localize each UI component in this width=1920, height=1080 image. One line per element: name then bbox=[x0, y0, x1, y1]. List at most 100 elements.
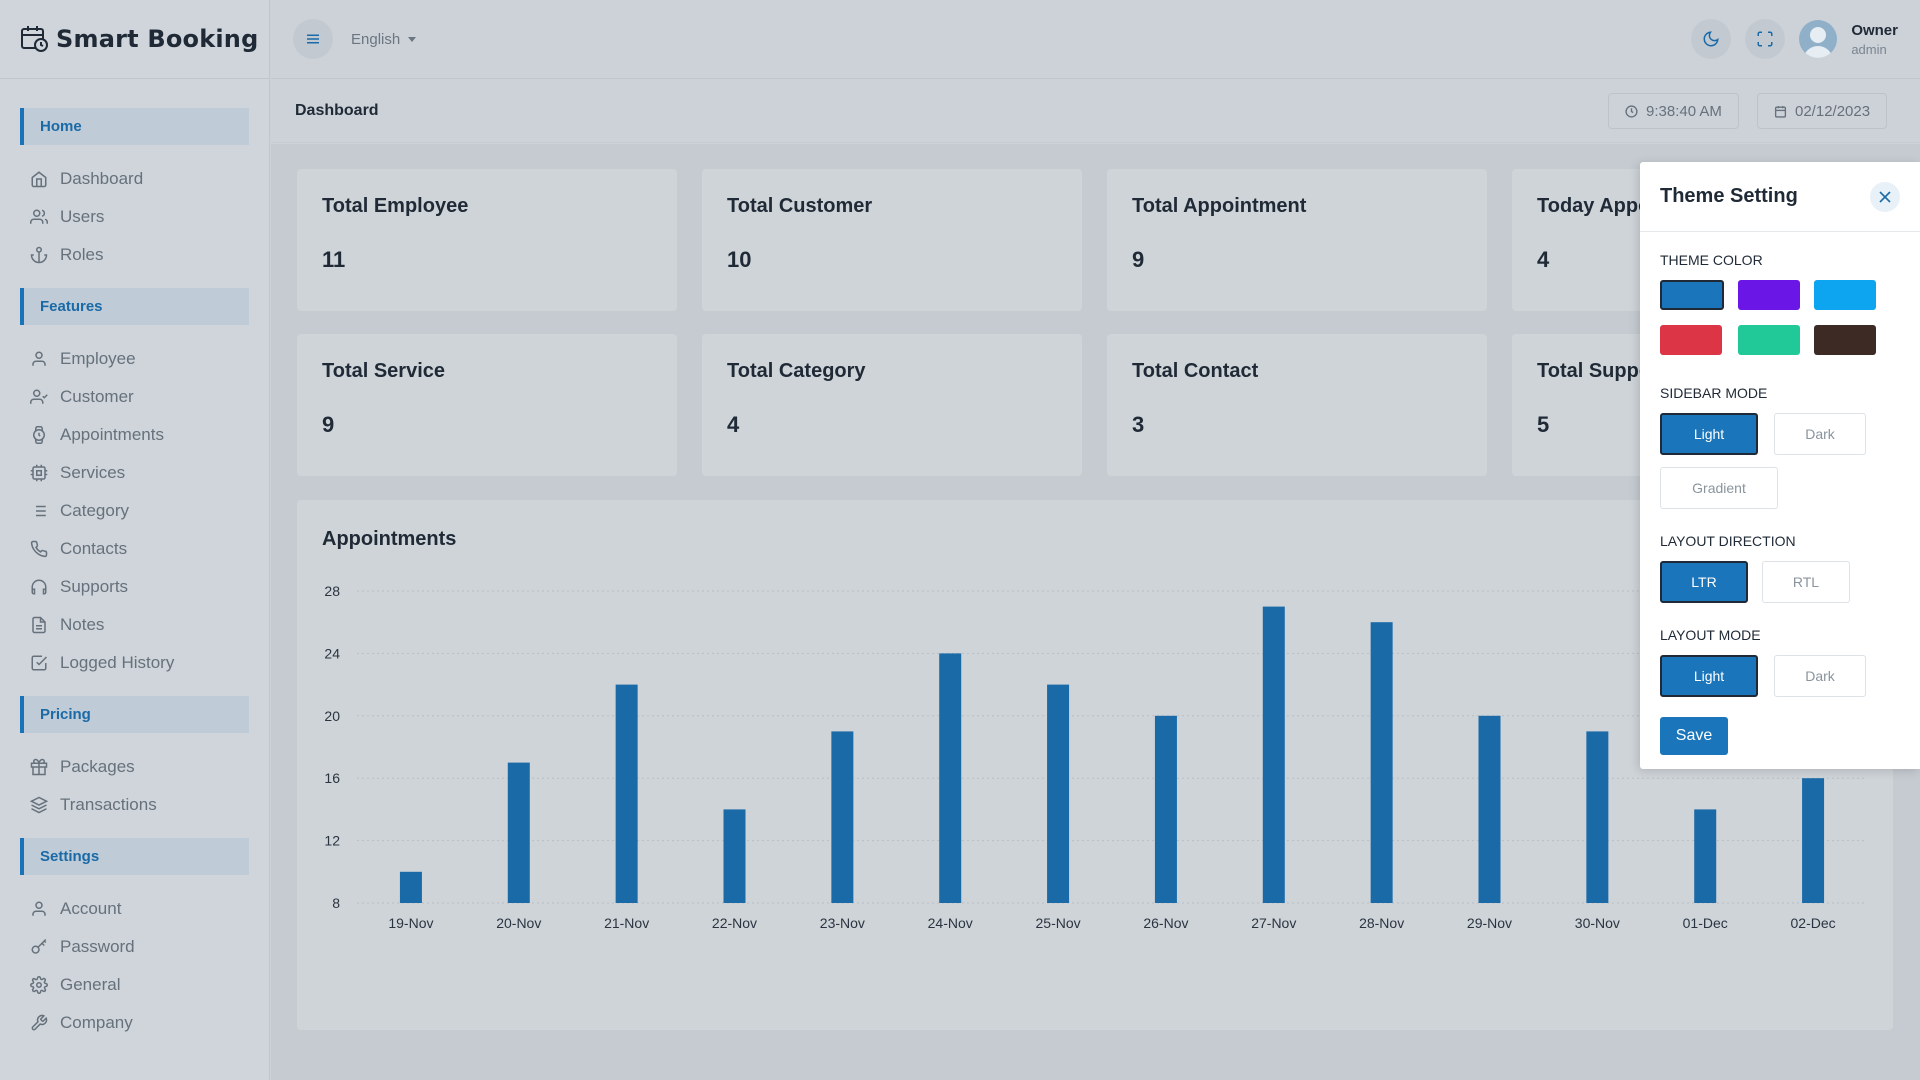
date-display: 02/12/2023 bbox=[1757, 93, 1888, 129]
sidebar-item-label: Transactions bbox=[60, 795, 157, 814]
sidebar-item-password[interactable]: Password bbox=[20, 928, 249, 966]
color-swatch[interactable] bbox=[1814, 280, 1876, 310]
x-tick-label: 25-Nov bbox=[1036, 915, 1081, 931]
sidebar-item-label: Category bbox=[60, 501, 129, 520]
sidebar-item-contacts[interactable]: Contacts bbox=[20, 530, 249, 568]
sidebar-item-services[interactable]: Services bbox=[20, 454, 249, 492]
layout-direction-label: LAYOUT DIRECTION bbox=[1660, 533, 1796, 549]
sidebar-item-general[interactable]: General bbox=[20, 966, 249, 1004]
bar[interactable] bbox=[1262, 606, 1285, 903]
bar[interactable] bbox=[1370, 622, 1393, 903]
stat-card: Total Employee 11 bbox=[297, 169, 677, 311]
sidebar-item-logged-history[interactable]: Logged History bbox=[20, 644, 249, 682]
sidebar-item-label: General bbox=[60, 975, 121, 994]
dark-mode-button[interactable] bbox=[1691, 19, 1732, 59]
layout-mode-label: LAYOUT MODE bbox=[1660, 627, 1761, 643]
sidebar-item-appointments[interactable]: Appointments bbox=[20, 416, 249, 454]
stat-value: 3 bbox=[1132, 412, 1145, 437]
stat-card: Total Customer 10 bbox=[702, 169, 1082, 311]
sidebar-item-label: Password bbox=[60, 937, 135, 956]
direction-ltr-button[interactable]: LTR bbox=[1660, 561, 1748, 603]
sidebar-item-transactions[interactable]: Transactions bbox=[20, 786, 249, 824]
bar[interactable] bbox=[399, 871, 422, 903]
avatar[interactable] bbox=[1799, 20, 1838, 58]
page-header: Dashboard 9:38:40 AM 02/12/2023 bbox=[271, 80, 1920, 143]
color-swatch[interactable] bbox=[1660, 280, 1724, 310]
sidebar-item-category[interactable]: Category bbox=[20, 492, 249, 530]
user-menu[interactable]: Owner admin bbox=[1851, 22, 1898, 57]
stat-title: Total Contact bbox=[1132, 360, 1259, 382]
bar[interactable] bbox=[1694, 809, 1717, 903]
sidebar-mode-gradient-button[interactable]: Gradient bbox=[1660, 467, 1778, 509]
sidebar-item-label: Account bbox=[60, 899, 122, 918]
bar[interactable] bbox=[1586, 731, 1609, 903]
language-select[interactable]: English bbox=[351, 31, 417, 48]
tool-icon bbox=[31, 1014, 48, 1031]
sidebar-item-account[interactable]: Account bbox=[20, 890, 249, 928]
sidebar-item-label: Logged History bbox=[60, 653, 175, 672]
sidebar-item-label: Packages bbox=[60, 757, 135, 776]
calendar-clock-icon bbox=[20, 24, 50, 54]
sidebar-item-label: Contacts bbox=[60, 539, 128, 558]
sidebar-item-dashboard[interactable]: Dashboard bbox=[20, 160, 249, 198]
x-tick-label: 27-Nov bbox=[1251, 915, 1296, 931]
x-tick-label: 28-Nov bbox=[1359, 915, 1404, 931]
users-icon bbox=[30, 209, 48, 224]
stat-card: Total Contact 3 bbox=[1107, 334, 1487, 476]
sidebar-item-notes[interactable]: Notes bbox=[20, 606, 249, 644]
sidebar-item-employee[interactable]: Employee bbox=[20, 340, 249, 378]
y-tick-label: 28 bbox=[324, 583, 340, 599]
color-swatch[interactable] bbox=[1660, 325, 1722, 355]
color-swatch[interactable] bbox=[1738, 325, 1800, 355]
stat-value: 9 bbox=[322, 412, 335, 437]
save-button[interactable]: Save bbox=[1660, 717, 1728, 755]
x-tick-label: 02-Dec bbox=[1791, 915, 1836, 931]
bar[interactable] bbox=[723, 809, 746, 903]
clock-icon bbox=[1625, 104, 1638, 118]
close-panel-button[interactable] bbox=[1870, 181, 1900, 212]
bar[interactable] bbox=[939, 653, 962, 903]
section-settings: Settings bbox=[20, 838, 249, 875]
brand[interactable]: Smart Booking bbox=[0, 0, 269, 79]
x-tick-label: 01-Dec bbox=[1683, 915, 1728, 931]
sidebar-item-packages[interactable]: Packages bbox=[20, 748, 249, 786]
sidebar-item-roles[interactable]: Roles bbox=[20, 236, 249, 274]
color-swatch[interactable] bbox=[1814, 325, 1876, 355]
time-value: 9:38:40 AM bbox=[1646, 102, 1722, 120]
stat-value: 5 bbox=[1537, 412, 1550, 437]
layout-mode-dark-button[interactable]: Dark bbox=[1774, 655, 1866, 697]
section-home: Home bbox=[20, 108, 249, 145]
layout-mode-light-button[interactable]: Light bbox=[1660, 655, 1758, 697]
direction-rtl-button[interactable]: RTL bbox=[1762, 561, 1850, 603]
bar[interactable] bbox=[615, 684, 638, 903]
chart-title: Appointments bbox=[322, 528, 457, 550]
x-tick-label: 22-Nov bbox=[712, 915, 757, 931]
bar[interactable] bbox=[1802, 778, 1825, 903]
sidebar-mode-dark-button[interactable]: Dark bbox=[1774, 413, 1866, 455]
sidebar-item-label: Users bbox=[60, 207, 105, 226]
sidebar-item-users[interactable]: Users bbox=[20, 198, 249, 236]
sidebar-item-customer[interactable]: Customer bbox=[20, 378, 249, 416]
x-tick-label: 26-Nov bbox=[1143, 915, 1188, 931]
sidebar-item-supports[interactable]: Supports bbox=[20, 568, 249, 606]
sidebar-item-label: Company bbox=[60, 1013, 133, 1032]
menu-icon bbox=[307, 34, 319, 44]
theme-setting-panel: Theme Setting THEME COLOR SIDEBAR MODE L… bbox=[1640, 162, 1920, 769]
bar[interactable] bbox=[1047, 684, 1070, 903]
headphones-icon bbox=[31, 579, 47, 595]
bar[interactable] bbox=[1154, 715, 1177, 903]
stat-value: 11 bbox=[322, 247, 346, 272]
menu-toggle-button[interactable] bbox=[293, 19, 333, 59]
y-tick-label: 20 bbox=[324, 708, 340, 724]
bar[interactable] bbox=[831, 731, 854, 903]
section-pricing: Pricing bbox=[20, 696, 249, 733]
brand-name: Smart Booking bbox=[56, 25, 259, 53]
fullscreen-button[interactable] bbox=[1745, 19, 1786, 59]
bar[interactable] bbox=[1478, 715, 1501, 903]
layers-icon bbox=[30, 796, 48, 814]
sidebar-item-company[interactable]: Company bbox=[20, 1004, 249, 1042]
sidebar-mode-light-button[interactable]: Light bbox=[1660, 413, 1758, 455]
bar[interactable] bbox=[507, 762, 530, 903]
list-icon bbox=[32, 505, 46, 517]
color-swatch[interactable] bbox=[1738, 280, 1800, 310]
